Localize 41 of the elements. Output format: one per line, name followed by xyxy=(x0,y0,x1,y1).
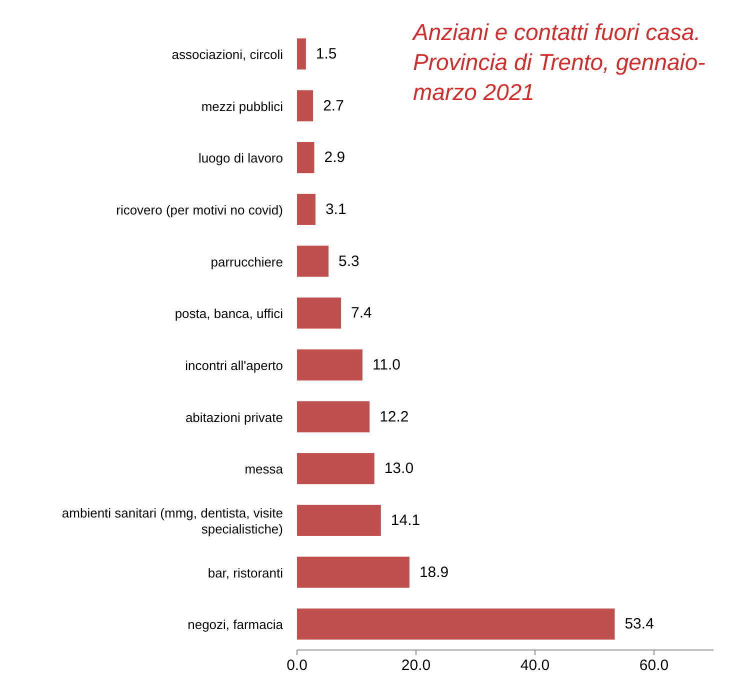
data-label: 1.5 xyxy=(316,45,337,62)
data-label: 13.0 xyxy=(384,460,414,478)
bar xyxy=(297,453,374,484)
x-tick-label: 20.0 xyxy=(401,657,431,674)
data-label: 2.9 xyxy=(324,149,346,166)
data-label: 7.4 xyxy=(351,304,372,322)
bar xyxy=(297,556,410,588)
data-label: 2.7 xyxy=(323,97,344,114)
bar xyxy=(297,38,306,70)
y-tick-label: luogo di lavoro xyxy=(198,150,283,166)
bar xyxy=(297,142,314,174)
x-tick-label: 40.0 xyxy=(520,657,550,674)
y-tick-label: posta, banca, uffici xyxy=(174,306,284,321)
y-tick-label: associazioni, circoli xyxy=(172,46,284,62)
y-tick-label: parrucchiere xyxy=(210,254,283,269)
y-tick-label: mezzi pubblici xyxy=(201,98,284,114)
y-tick-label: incontri all'aperto xyxy=(185,357,283,372)
y-tick-label: abitazioni private xyxy=(185,409,283,424)
bar xyxy=(297,194,316,225)
data-label: 3.1 xyxy=(325,200,346,218)
bar xyxy=(297,298,342,329)
bar xyxy=(297,349,362,380)
text: Anziani e contatti fuori casa. Provincia di Trento, gennaio-marzo 2021 xyxy=(411,19,706,105)
bar xyxy=(297,90,314,122)
y-tick-label: ricovero (per motivi no covid) xyxy=(116,202,283,217)
y-tick-label: messa xyxy=(244,461,284,476)
bar xyxy=(297,504,381,536)
bar xyxy=(297,246,329,277)
data-label: 11.0 xyxy=(372,356,401,374)
data-label: 53.4 xyxy=(624,616,654,633)
x-tick-label: 0.0 xyxy=(286,657,308,674)
data-label: 18.9 xyxy=(419,564,449,581)
y-tick-label: bar, ristoranti xyxy=(208,564,284,580)
bar xyxy=(297,401,370,432)
bar xyxy=(297,608,615,640)
y-tick-label: negozi, farmacia xyxy=(188,616,284,632)
data-label: 5.3 xyxy=(338,252,360,270)
y-tick-label: ambienti sanitari (mmg, dentista, visite specialistiche) xyxy=(62,504,283,536)
data-label: 14.1 xyxy=(390,512,420,529)
data-label: 12.2 xyxy=(380,408,409,426)
x-tick-label: 60.0 xyxy=(639,657,669,674)
